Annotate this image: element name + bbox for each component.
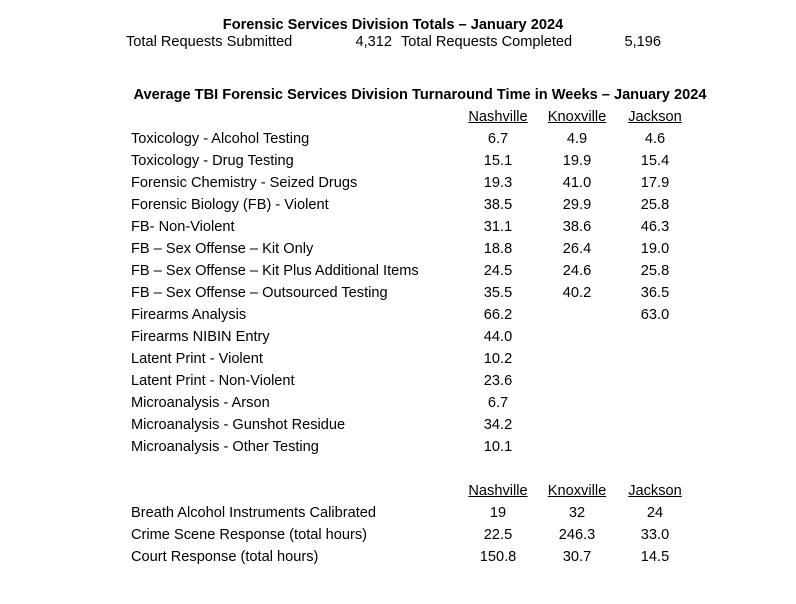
cell-value-jackson: 19.0 xyxy=(640,241,670,257)
cell-value-jackson: 25.8 xyxy=(640,197,670,213)
cell-value-jackson: 24 xyxy=(646,505,664,521)
submitted-value: 4,312 xyxy=(355,34,392,50)
cell-value-nashville: 44.0 xyxy=(483,329,513,345)
row-label: Microanalysis - Arson xyxy=(131,395,270,411)
cell-value-nashville: 31.1 xyxy=(483,219,513,235)
cell-value-jackson: 46.3 xyxy=(640,219,670,235)
column-header-nashville: Nashville xyxy=(468,483,528,499)
cell-value-knoxville: 4.9 xyxy=(566,131,588,147)
row-label: FB – Sex Offense – Kit Only xyxy=(131,241,314,257)
column-header-nashville: Nashville xyxy=(468,109,528,125)
row-label: Latent Print - Violent xyxy=(131,351,263,367)
cell-value-knoxville: 29.9 xyxy=(562,197,592,213)
submitted-label: Total Requests Submitted xyxy=(126,34,293,50)
cell-value-nashville: 6.7 xyxy=(487,395,509,411)
cell-value-knoxville: 41.0 xyxy=(562,175,592,191)
cell-value-nashville: 10.1 xyxy=(483,439,513,455)
row-label: Microanalysis - Other Testing xyxy=(131,439,319,455)
row-label: Forensic Chemistry - Seized Drugs xyxy=(131,175,358,191)
cell-value-knoxville: 26.4 xyxy=(562,241,592,257)
turnaround-title: Average TBI Forensic Services Division T… xyxy=(133,87,707,103)
row-label: Microanalysis - Gunshot Residue xyxy=(131,417,346,433)
cell-value-nashville: 22.5 xyxy=(483,527,513,543)
cell-value-knoxville: 40.2 xyxy=(562,285,592,301)
cell-value-knoxville: 30.7 xyxy=(562,549,592,565)
cell-value-knoxville: 19.9 xyxy=(562,153,592,169)
cell-value-knoxville: 24.6 xyxy=(562,263,592,279)
column-header-jackson: Jackson xyxy=(628,109,682,125)
row-label: Crime Scene Response (total hours) xyxy=(131,527,368,543)
cell-value-knoxville: 246.3 xyxy=(558,527,596,543)
row-label: Toxicology - Drug Testing xyxy=(131,153,294,169)
row-label: Court Response (total hours) xyxy=(131,549,319,565)
cell-value-nashville: 35.5 xyxy=(483,285,513,301)
cell-value-nashville: 23.6 xyxy=(483,373,513,389)
totals-title: Forensic Services Division Totals – Janu… xyxy=(222,17,564,33)
cell-value-jackson: 36.5 xyxy=(640,285,670,301)
cell-value-nashville: 18.8 xyxy=(483,241,513,257)
cell-value-knoxville: 32 xyxy=(568,505,586,521)
completed-value: 5,196 xyxy=(624,34,661,50)
cell-value-nashville: 38.5 xyxy=(483,197,513,213)
row-label: FB – Sex Offense – Outsourced Testing xyxy=(131,285,388,301)
cell-value-jackson: 14.5 xyxy=(640,549,670,565)
row-label: Latent Print - Non-Violent xyxy=(131,373,295,389)
cell-value-jackson: 17.9 xyxy=(640,175,670,191)
cell-value-nashville: 66.2 xyxy=(483,307,513,323)
cell-value-jackson: 25.8 xyxy=(640,263,670,279)
cell-value-nashville: 19 xyxy=(489,505,507,521)
cell-value-nashville: 19.3 xyxy=(483,175,513,191)
cell-value-nashville: 34.2 xyxy=(483,417,513,433)
cell-value-nashville: 150.8 xyxy=(479,549,517,565)
row-label: FB – Sex Offense – Kit Plus Additional I… xyxy=(131,263,419,279)
cell-value-nashville: 10.2 xyxy=(483,351,513,367)
column-header-jackson: Jackson xyxy=(628,483,682,499)
cell-value-knoxville: 38.6 xyxy=(562,219,592,235)
row-label: Firearms Analysis xyxy=(131,307,247,323)
cell-value-jackson: 33.0 xyxy=(640,527,670,543)
row-label: Firearms NIBIN Entry xyxy=(131,329,270,345)
cell-value-nashville: 6.7 xyxy=(487,131,509,147)
column-header-knoxville: Knoxville xyxy=(547,483,607,499)
row-label: FB- Non-Violent xyxy=(131,219,235,235)
cell-value-jackson: 15.4 xyxy=(640,153,670,169)
cell-value-jackson: 63.0 xyxy=(640,307,670,323)
completed-label: Total Requests Completed xyxy=(401,34,573,50)
cell-value-jackson: 4.6 xyxy=(644,131,666,147)
cell-value-nashville: 24.5 xyxy=(483,263,513,279)
column-header-knoxville: Knoxville xyxy=(547,109,607,125)
cell-value-nashville: 15.1 xyxy=(483,153,513,169)
row-label: Breath Alcohol Instruments Calibrated xyxy=(131,505,376,521)
row-label: Forensic Biology (FB) - Violent xyxy=(131,197,329,213)
row-label: Toxicology - Alcohol Testing xyxy=(131,131,310,147)
